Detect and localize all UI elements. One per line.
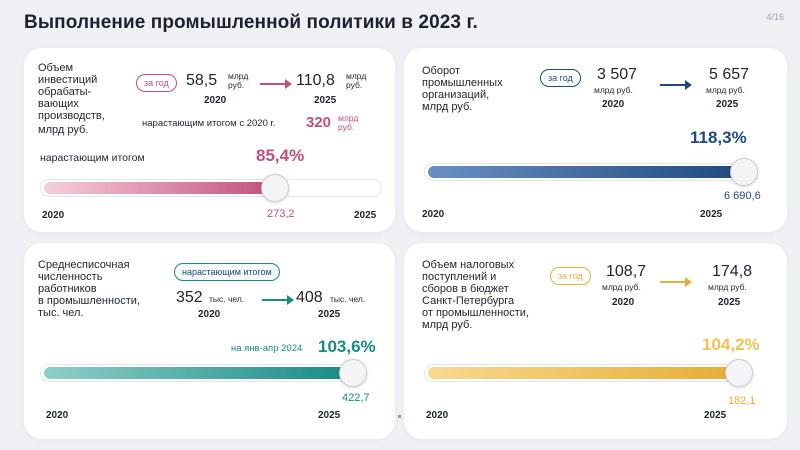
- card-label: Объем налоговых поступлений и сборов в б…: [422, 259, 529, 319]
- progress-knob: [261, 174, 290, 202]
- from-value: 3 507: [597, 66, 638, 83]
- end-value: 422,7: [342, 392, 370, 404]
- axis-start: 2020: [422, 209, 445, 220]
- from-unit: млрд руб.: [602, 282, 641, 292]
- card-unit: млрд руб.: [422, 101, 473, 113]
- progress-knob: [724, 359, 753, 387]
- progress-bar: [424, 364, 749, 382]
- percent-value: 118,3%: [690, 128, 747, 147]
- to-value: 408: [296, 289, 323, 306]
- arrow-icon: [660, 277, 692, 287]
- percent-value: 104,2%: [702, 335, 760, 354]
- from-value: 58,5: [186, 72, 218, 89]
- card-taxes: Объем налоговых поступлений и сборов в б…: [404, 243, 787, 439]
- progress-fill: [44, 367, 352, 379]
- from-unit: млрд руб.: [594, 85, 633, 95]
- axis-start: 2020: [426, 410, 449, 421]
- progress-knob: [339, 359, 368, 387]
- to-value: 110,8: [296, 72, 335, 89]
- from-value: 108,7: [606, 263, 647, 280]
- percent-value: 85,4%: [256, 146, 305, 165]
- from-year: 2020: [612, 297, 635, 308]
- axis-start: 2020: [46, 410, 69, 421]
- arrow-icon: [260, 79, 292, 89]
- period-pill: нарастающим итогом: [174, 263, 280, 281]
- page-number: 4/16: [766, 12, 784, 22]
- to-year: 2025: [718, 297, 741, 308]
- cumulative-unit: млрд руб.: [338, 113, 359, 132]
- decorative-dot: [398, 415, 401, 418]
- card-label: Среднесписочная численность работников в…: [38, 259, 140, 307]
- card-unit: млрд руб.: [38, 124, 89, 136]
- to-unit: млрд руб.: [346, 71, 367, 90]
- to-unit: тыс. чел.: [330, 294, 366, 304]
- card-employees: Среднесписочная численность работников в…: [24, 243, 395, 439]
- axis-start: 2020: [42, 210, 65, 221]
- end-value: 273,2: [267, 208, 295, 220]
- axis-end: 2025: [354, 210, 377, 221]
- end-value: 182,1: [728, 395, 756, 407]
- cumulative-value: 320: [306, 114, 332, 131]
- from-year: 2020: [198, 309, 221, 320]
- from-year: 2020: [602, 99, 625, 110]
- card-unit: тыс. чел.: [38, 307, 84, 319]
- progress-bar: [424, 163, 749, 181]
- period-pill: за год: [136, 74, 177, 92]
- to-value: 5 657: [709, 66, 750, 83]
- card-label: Оборот промышленных организаций,: [422, 65, 503, 101]
- to-year: 2025: [314, 95, 337, 106]
- period-note: на янв-апр 2024: [231, 343, 303, 354]
- axis-end: 2025: [704, 410, 727, 421]
- page-title: Выполнение промышленной политики в 2023 …: [24, 12, 478, 33]
- end-value: 6 690,6: [724, 190, 761, 202]
- progress-fill: [428, 367, 737, 379]
- axis-end: 2025: [700, 209, 723, 220]
- progress-bar: [40, 364, 365, 382]
- progress-fill: [428, 166, 743, 178]
- progress-knob: [730, 158, 759, 186]
- from-unit: млрд руб.: [228, 71, 249, 90]
- period-pill: за год: [550, 267, 591, 285]
- card-unit: млрд руб.: [422, 319, 473, 331]
- bar-label: нарастающим итогом: [40, 152, 145, 164]
- arrow-icon: [660, 80, 692, 90]
- progress-fill: [44, 182, 274, 194]
- card-turnover: Оборот промышленных организаций, млрд ру…: [404, 48, 787, 232]
- period-pill: за год: [540, 69, 581, 87]
- arrow-icon: [262, 295, 294, 305]
- progress-bar: [40, 179, 382, 197]
- to-year: 2025: [318, 309, 341, 320]
- from-unit: тыс. чел.: [209, 294, 245, 304]
- percent-value: 103,6%: [318, 337, 376, 356]
- from-value: 352: [176, 289, 203, 306]
- axis-end: 2025: [318, 410, 341, 421]
- from-year: 2020: [204, 95, 227, 106]
- to-unit: млрд руб.: [706, 85, 745, 95]
- card-investments: Объем инвестиций обрабаты- вающих произв…: [24, 48, 395, 232]
- to-year: 2025: [716, 99, 739, 110]
- to-value: 174,8: [712, 263, 753, 280]
- card-label: Объем инвестиций обрабаты- вающих произв…: [38, 62, 105, 122]
- to-unit: млрд руб.: [708, 282, 747, 292]
- cumulative-label: нарастающим итогом с 2020 г.: [142, 118, 276, 129]
